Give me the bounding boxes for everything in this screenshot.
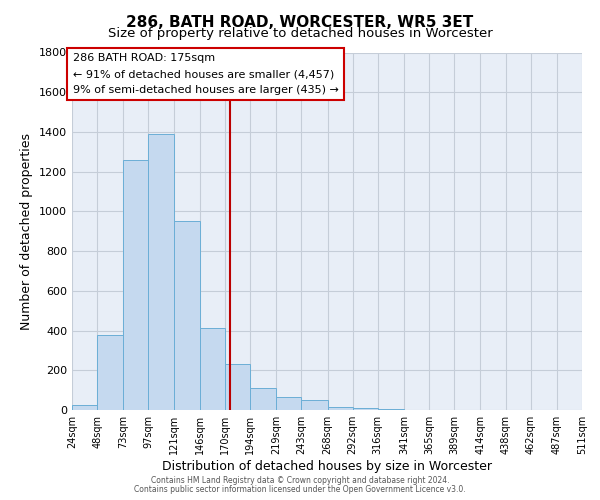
Bar	[173, 222, 200, 410]
Bar	[328, 407, 353, 410]
Bar	[97, 334, 124, 410]
Bar	[124, 160, 148, 410]
Bar	[378, 409, 404, 410]
Bar	[250, 388, 276, 410]
Bar	[72, 405, 97, 410]
Bar	[353, 408, 378, 410]
Text: 286, BATH ROAD, WORCESTER, WR5 3ET: 286, BATH ROAD, WORCESTER, WR5 3ET	[127, 15, 473, 30]
Bar	[148, 134, 173, 410]
X-axis label: Distribution of detached houses by size in Worcester: Distribution of detached houses by size …	[162, 460, 492, 473]
Text: Contains public sector information licensed under the Open Government Licence v3: Contains public sector information licen…	[134, 484, 466, 494]
Bar	[301, 400, 328, 410]
Text: 286 BATH ROAD: 175sqm
← 91% of detached houses are smaller (4,457)
9% of semi-de: 286 BATH ROAD: 175sqm ← 91% of detached …	[73, 54, 339, 94]
Bar	[200, 328, 225, 410]
Text: Contains HM Land Registry data © Crown copyright and database right 2024.: Contains HM Land Registry data © Crown c…	[151, 476, 449, 485]
Y-axis label: Number of detached properties: Number of detached properties	[20, 132, 34, 330]
Bar	[276, 397, 301, 410]
Text: Size of property relative to detached houses in Worcester: Size of property relative to detached ho…	[107, 28, 493, 40]
Bar	[225, 364, 250, 410]
